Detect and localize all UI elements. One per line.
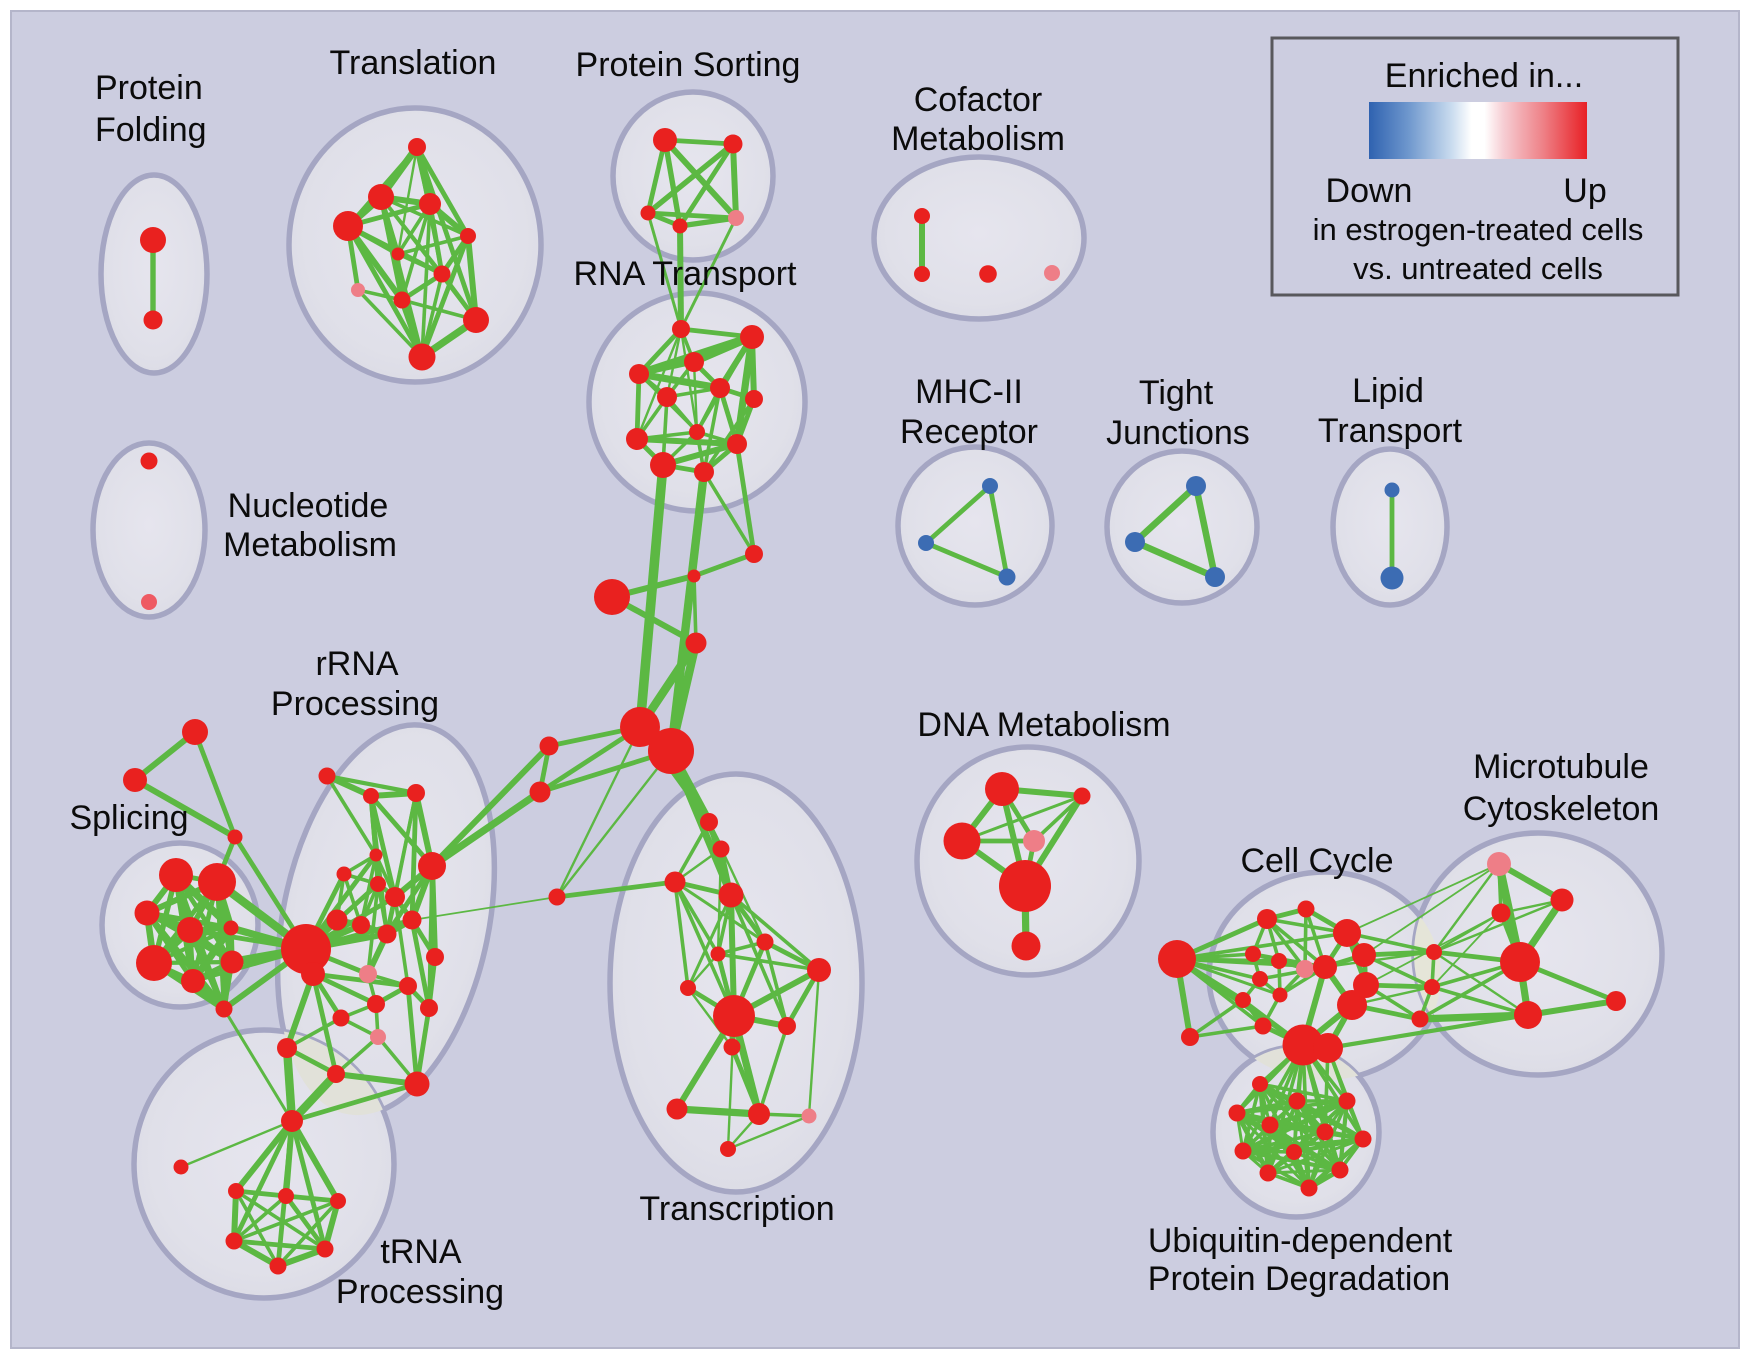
svg-text:in estrogen-treated cells: in estrogen-treated cells — [1313, 212, 1644, 247]
svg-text:Metabolism: Metabolism — [891, 120, 1065, 158]
svg-text:RNA Transport: RNA Transport — [574, 255, 798, 293]
svg-text:Up: Up — [1563, 172, 1606, 210]
svg-text:Junctions: Junctions — [1106, 414, 1250, 452]
svg-text:Metabolism: Metabolism — [223, 526, 397, 564]
svg-text:DNA Metabolism: DNA Metabolism — [917, 706, 1170, 744]
svg-text:Transport: Transport — [1318, 412, 1463, 450]
svg-text:Translation: Translation — [330, 44, 497, 82]
svg-text:Cytoskeleton: Cytoskeleton — [1463, 790, 1660, 828]
svg-text:Enriched in...: Enriched in... — [1385, 57, 1583, 95]
svg-text:Tight: Tight — [1139, 374, 1214, 412]
svg-text:MHC-II: MHC-II — [915, 373, 1023, 411]
svg-text:Ubiquitin-dependent: Ubiquitin-dependent — [1148, 1222, 1453, 1260]
svg-text:Protein: Protein — [95, 69, 203, 107]
svg-text:Folding: Folding — [95, 111, 207, 149]
svg-text:tRNA: tRNA — [380, 1233, 462, 1271]
svg-text:Lipid: Lipid — [1352, 372, 1424, 410]
svg-text:Microtubule: Microtubule — [1473, 748, 1649, 786]
svg-text:Nucleotide: Nucleotide — [228, 487, 389, 525]
svg-text:Splicing: Splicing — [69, 799, 188, 837]
svg-text:Processing: Processing — [271, 685, 439, 723]
svg-text:Cofactor: Cofactor — [914, 81, 1043, 119]
svg-text:Protein Sorting: Protein Sorting — [576, 46, 801, 84]
svg-text:Cell Cycle: Cell Cycle — [1240, 842, 1393, 880]
svg-text:vs. untreated cells: vs. untreated cells — [1353, 251, 1603, 286]
svg-text:Receptor: Receptor — [900, 413, 1038, 451]
svg-text:rRNA: rRNA — [315, 645, 398, 683]
svg-text:Down: Down — [1326, 172, 1413, 210]
svg-text:Transcription: Transcription — [639, 1190, 834, 1228]
svg-text:Processing: Processing — [336, 1273, 504, 1311]
svg-text:Protein Degradation: Protein Degradation — [1148, 1260, 1450, 1298]
